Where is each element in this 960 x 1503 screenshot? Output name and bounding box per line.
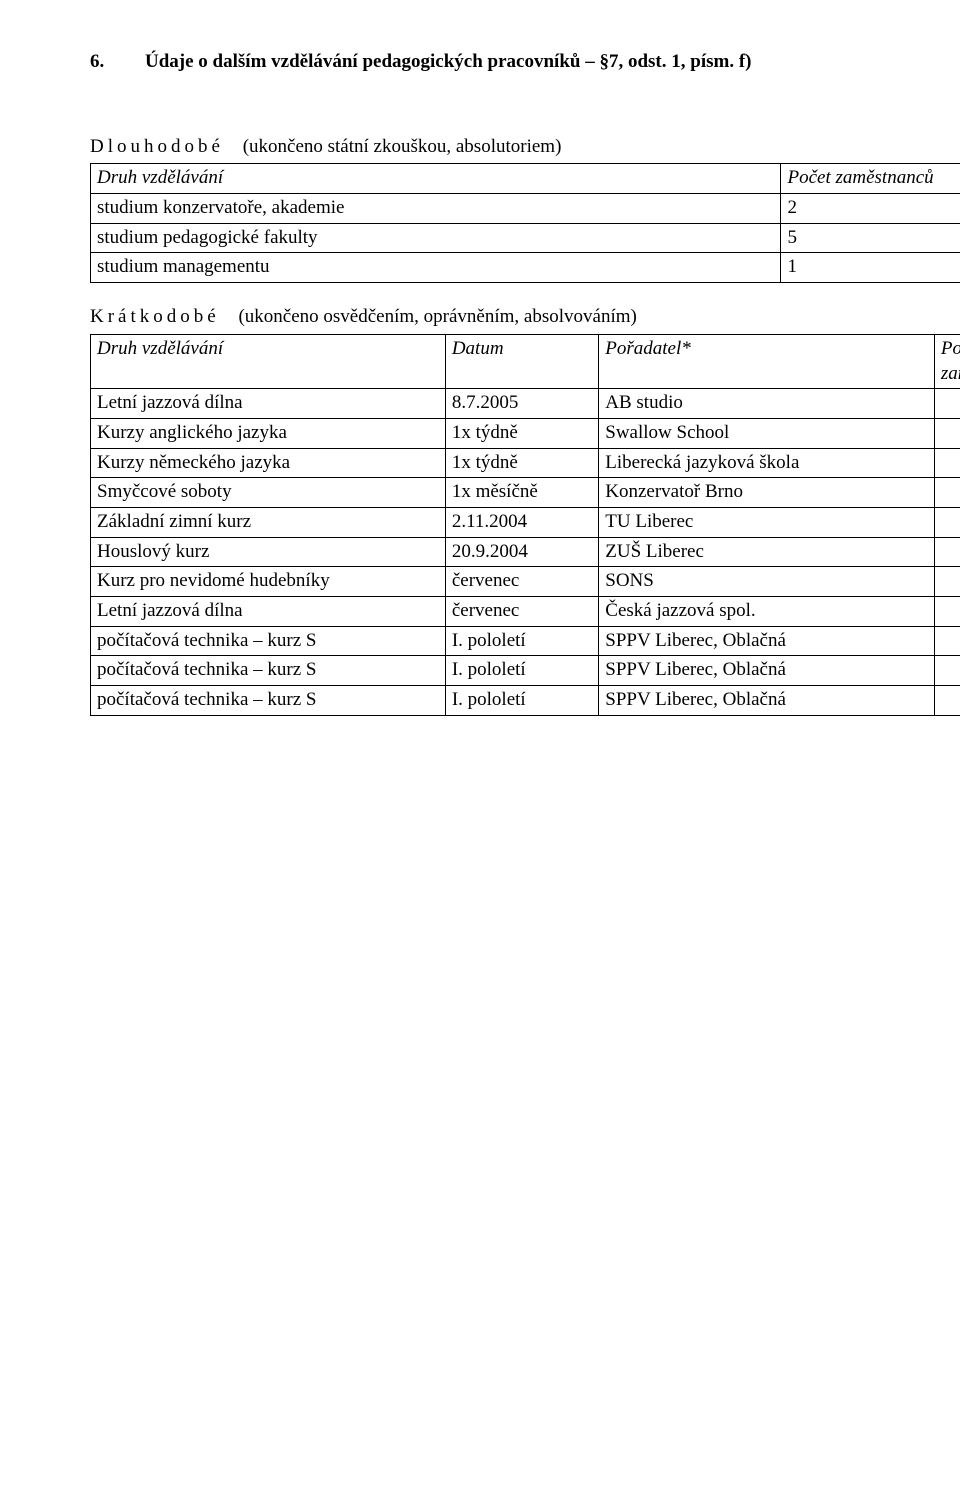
table-row: Druh vzdělávání Datum Pořadatel* Počet z… [91, 334, 960, 388]
table-row: počítačová technika – kurz S I. pololetí… [91, 686, 960, 716]
table-cell: 1 [934, 597, 960, 627]
table-cell: Základní zimní kurz [91, 507, 446, 537]
table-cell: Letní jazzová dílna [91, 389, 446, 419]
table-cell: 1 [934, 567, 960, 597]
table-cell: 2 [781, 194, 960, 224]
table-cell: studium pedagogické fakulty [91, 223, 781, 253]
table-cell: 1 [934, 389, 960, 419]
table-row: studium managementu 1 [91, 253, 960, 283]
table-cell: 10 [934, 626, 960, 656]
section2-label: Krátkodobé (ukončeno osvědčením, oprávně… [90, 305, 960, 330]
table-cell: 1 [934, 478, 960, 508]
table-cell: počítačová technika – kurz S [91, 626, 446, 656]
table-cell: SPPV Liberec, Oblačná [599, 626, 935, 656]
table-row: Kurzy německého jazyka 1x týdně Libereck… [91, 448, 960, 478]
table-cell: AB studio [599, 389, 935, 419]
table-cell: I. pololetí [445, 686, 598, 716]
table-cell: červenec [445, 597, 598, 627]
section1-label-paren: (ukončeno státní zkouškou, absolutoriem) [243, 136, 562, 157]
section1-label: Dlouhodobé (ukončeno státní zkouškou, ab… [90, 135, 960, 160]
table-row: Letní jazzová dílna 8.7.2005 AB studio 1 [91, 389, 960, 419]
table-cell: SPPV Liberec, Oblačná [599, 656, 935, 686]
table-cell: počítačová technika – kurz S [91, 686, 446, 716]
table-cell: 11 [934, 686, 960, 716]
table-cell: 20.9.2004 [445, 537, 598, 567]
table-row: studium konzervatoře, akademie 2 [91, 194, 960, 224]
table-2: Druh vzdělávání Datum Pořadatel* Počet z… [90, 334, 960, 716]
table-row: Kurzy anglického jazyka 1x týdně Swallow… [91, 418, 960, 448]
table-cell: 1x týdně [445, 418, 598, 448]
table-cell: studium managementu [91, 253, 781, 283]
table-cell: Kurzy německého jazyka [91, 448, 446, 478]
table-cell: 1x týdně [445, 448, 598, 478]
table-row: Letní jazzová dílna červenec Česká jazzo… [91, 597, 960, 627]
table-header-cell: Počet zaměstnanců [781, 164, 960, 194]
table-cell: 2.11.2004 [445, 507, 598, 537]
table-header-cell: Datum [445, 334, 598, 388]
table-row: počítačová technika – kurz S I. pololetí… [91, 626, 960, 656]
section1-label-tracked: Dlouhodobé [90, 136, 224, 157]
table-cell: ZUŠ Liberec [599, 537, 935, 567]
table-cell: 12 [934, 537, 960, 567]
table-cell: 1x měsíčně [445, 478, 598, 508]
section2-label-paren: (ukončeno osvědčením, oprávněním, absolv… [238, 306, 636, 327]
table-cell: Konzervatoř Brno [599, 478, 935, 508]
table-cell: TU Liberec [599, 507, 935, 537]
table-row: Smyčcové soboty 1x měsíčně Konzervatoř B… [91, 478, 960, 508]
table-cell: Kurzy anglického jazyka [91, 418, 446, 448]
table-cell: I. pololetí [445, 656, 598, 686]
section2-label-tracked: Krátkodobé [90, 306, 220, 327]
section-heading: 6. Údaje o dalším vzdělávání pedagogický… [90, 50, 960, 75]
table-cell: Houslový kurz [91, 537, 446, 567]
table-cell: 14 [934, 448, 960, 478]
table-cell: 1 [934, 507, 960, 537]
table-cell: SONS [599, 567, 935, 597]
table-cell: 1 [781, 253, 960, 283]
table-cell: Liberecká jazyková škola [599, 448, 935, 478]
table-cell: Letní jazzová dílna [91, 597, 446, 627]
heading-number: 6. [90, 50, 145, 75]
table-cell: Smyčcové soboty [91, 478, 446, 508]
table-cell: Kurz pro nevidomé hudebníky [91, 567, 446, 597]
table-cell: Česká jazzová spol. [599, 597, 935, 627]
table-cell: Swallow School [599, 418, 935, 448]
table-row: studium pedagogické fakulty 5 [91, 223, 960, 253]
table-cell: SPPV Liberec, Oblačná [599, 686, 935, 716]
page-number: 13 [90, 1036, 960, 1061]
table-row: počítačová technika – kurz S I. pololetí… [91, 656, 960, 686]
table-cell: 5 [781, 223, 960, 253]
table-header-cell: Druh vzdělávání [91, 164, 781, 194]
table-cell: 8.7.2005 [445, 389, 598, 419]
table-row: Houslový kurz 20.9.2004 ZUŠ Liberec 12 [91, 537, 960, 567]
heading-title: Údaje o dalším vzdělávání pedagogických … [145, 50, 960, 75]
table-cell: počítačová technika – kurz S [91, 656, 446, 686]
table-1: Druh vzdělávání Počet zaměstnanců studiu… [90, 163, 960, 283]
table-header-cell: Pořadatel* [599, 334, 935, 388]
table-cell: I. pololetí [445, 626, 598, 656]
table-row: Druh vzdělávání Počet zaměstnanců [91, 164, 960, 194]
table-header-cell: Druh vzdělávání [91, 334, 446, 388]
table-header-cell: Počet zaměstnanců [934, 334, 960, 388]
table-cell: červenec [445, 567, 598, 597]
table-row: Základní zimní kurz 2.11.2004 TU Liberec… [91, 507, 960, 537]
table-row: Kurz pro nevidomé hudebníky červenec SON… [91, 567, 960, 597]
table-cell: 14 [934, 656, 960, 686]
table-cell: studium konzervatoře, akademie [91, 194, 781, 224]
table-cell: 14 [934, 418, 960, 448]
